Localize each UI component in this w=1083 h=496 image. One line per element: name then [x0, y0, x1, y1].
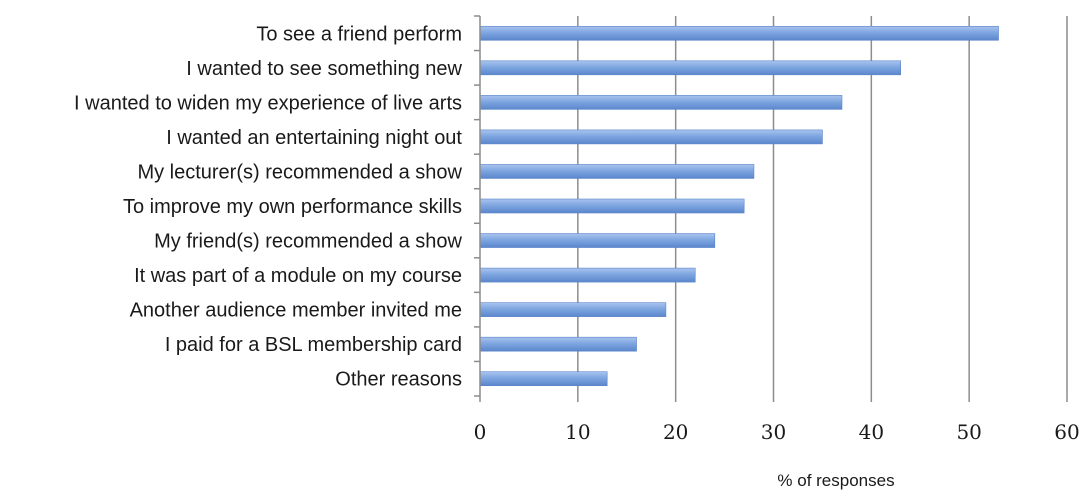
tick-labels: 0 10 20 30 40 50 60	[474, 420, 1080, 444]
category-label: Other reasons	[335, 369, 462, 391]
category-label: I wanted an entertaining night out	[166, 127, 462, 149]
x-tick-label: 0	[474, 420, 487, 444]
x-tick-label: 20	[663, 420, 688, 444]
category-label: My friend(s) recommended a show	[154, 231, 462, 253]
bar	[479, 129, 823, 145]
bar	[479, 336, 637, 352]
x-tick-label: 10	[565, 420, 590, 444]
bar	[479, 60, 901, 76]
category-label: To improve my own performance skills	[123, 196, 462, 218]
bar	[479, 198, 745, 214]
x-axis-title: % of responses	[777, 471, 894, 490]
bar	[479, 302, 667, 317]
category-label: Another audience member invited me	[130, 300, 462, 322]
category-label: My lecturer(s) recommended a show	[137, 161, 462, 183]
x-tick-label: 40	[859, 420, 884, 444]
bar	[479, 371, 608, 387]
category-label: I wanted to see something new	[186, 58, 462, 80]
x-tick-label: 30	[761, 420, 786, 444]
category-label: It was part of a module on my course	[134, 265, 462, 287]
bar	[479, 25, 999, 41]
bar	[479, 164, 755, 179]
x-tick-label: 60	[1054, 420, 1079, 444]
gridlines	[577, 16, 1068, 396]
axes	[474, 15, 1068, 402]
bar	[479, 233, 716, 248]
x-tick-label: 50	[956, 420, 981, 444]
category-labels: To see a friend perform I wanted to see s…	[74, 23, 463, 390]
bars	[479, 25, 999, 387]
bar	[479, 95, 843, 110]
category-label: I wanted to widen my experience of live …	[74, 92, 462, 114]
category-label: To see a friend perform	[256, 23, 462, 45]
bar	[479, 267, 696, 283]
category-label: I paid for a BSL membership card	[165, 334, 462, 356]
